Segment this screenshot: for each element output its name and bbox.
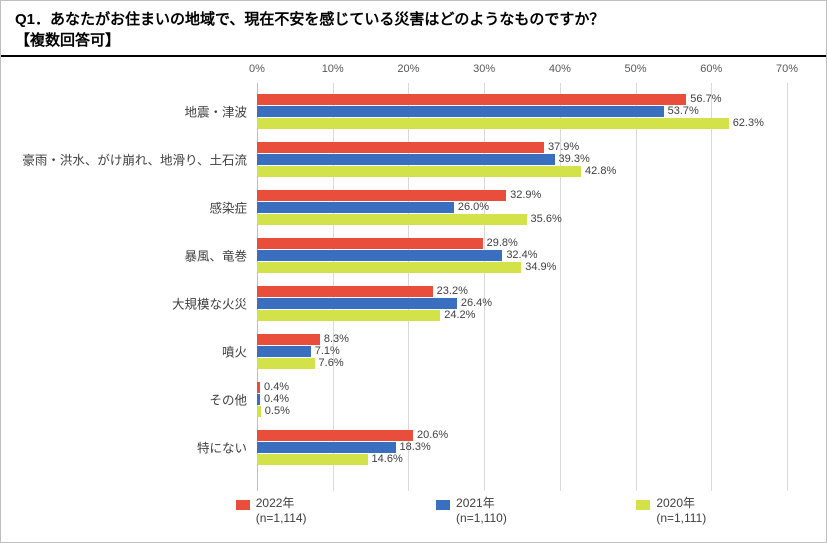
bar xyxy=(257,118,729,129)
bar-value-label: 0.4% xyxy=(264,393,289,405)
bar xyxy=(257,106,664,117)
bar-value-label: 39.3% xyxy=(559,153,590,165)
bar-value-label: 32.4% xyxy=(506,249,537,261)
bar-value-label: 18.3% xyxy=(400,441,431,453)
bar xyxy=(257,406,261,417)
x-axis: 0%10%20%30%40%50%60%70% xyxy=(257,63,787,83)
bar-value-label: 34.9% xyxy=(525,261,556,273)
bar xyxy=(257,382,260,393)
category-label: 地震・津波 xyxy=(11,102,247,121)
x-tick-label: 40% xyxy=(549,63,571,75)
bar-value-label: 56.7% xyxy=(690,93,721,105)
bar xyxy=(257,358,315,369)
category-row: 暴風、竜巻29.8%32.4%34.9% xyxy=(257,231,787,279)
bar xyxy=(257,238,483,249)
legend-swatch xyxy=(236,500,250,510)
x-tick-label: 10% xyxy=(322,63,344,75)
bar-value-label: 29.8% xyxy=(487,237,518,249)
bar-value-label: 35.6% xyxy=(531,213,562,225)
legend: 2022年(n=1,114) 2021年(n=1,110) 2020年(n=1,11… xyxy=(171,496,771,527)
plot-area: 地震・津波56.7%53.7%62.3%豪雨・洪水、がけ崩れ、地滑り、土石流37… xyxy=(257,83,787,491)
bar-value-label: 26.0% xyxy=(458,201,489,213)
bar xyxy=(257,430,413,441)
legend-label: 2021年(n=1,110) xyxy=(456,496,507,527)
category-row: 感染症32.9%26.0%35.6% xyxy=(257,183,787,231)
legend-item: 2021年(n=1,110) xyxy=(436,496,507,527)
legend-swatch xyxy=(636,500,650,510)
legend-item: 2020年(n=1,111) xyxy=(636,496,706,527)
bar-value-label: 23.2% xyxy=(437,285,468,297)
bar xyxy=(257,142,544,153)
bar xyxy=(257,262,521,273)
bar xyxy=(257,202,454,213)
bar-value-label: 62.3% xyxy=(733,117,764,129)
bar xyxy=(257,454,368,465)
x-tick-label: 30% xyxy=(473,63,495,75)
chart-area: 0% 10% 20% 30% 40% 50% 60% 70% 地震・津波 56.7%53.7% 6… xyxy=(1,63,827,533)
bar xyxy=(257,250,502,261)
bar xyxy=(257,286,433,297)
category-row: その他0.4%0.4%0.5% xyxy=(257,375,787,423)
bar xyxy=(257,298,457,309)
bar xyxy=(257,394,260,405)
category-label: 感染症 xyxy=(11,198,247,217)
bar xyxy=(257,190,506,201)
x-tick-label: 60% xyxy=(700,63,722,75)
bar-value-label: 7.1% xyxy=(315,345,340,357)
bar-value-label: 0.5% xyxy=(265,405,290,417)
title-box: Q1．あなたがお住まいの地域で、現在不安を感じている災害はどのようなものですか？… xyxy=(1,1,826,57)
category-label: 暴風、竜巻 xyxy=(11,246,247,265)
bar xyxy=(257,214,527,225)
bar xyxy=(257,346,311,357)
bar-value-label: 37.9% xyxy=(548,141,579,153)
bar xyxy=(257,310,440,321)
x-tick-label: 70% xyxy=(776,63,798,75)
bar xyxy=(257,442,396,453)
legend-item: 2022年(n=1,114) xyxy=(236,496,307,527)
bar-value-label: 20.6% xyxy=(417,429,448,441)
title-line-1: Q1．あなたがお住まいの地域で、現在不安を感じている災害はどのようなものですか？ xyxy=(15,9,812,30)
bar xyxy=(257,154,555,165)
bar-value-label: 26.4% xyxy=(461,297,492,309)
x-tick-label: 20% xyxy=(397,63,419,75)
bar-value-label: 24.2% xyxy=(444,309,475,321)
gridline xyxy=(787,83,788,491)
legend-label: 2022年(n=1,114) xyxy=(256,496,307,527)
legend-swatch xyxy=(436,500,450,510)
category-row: 特にない20.6%18.3%14.6% xyxy=(257,423,787,471)
x-tick-label: 0% xyxy=(249,63,265,75)
bar-value-label: 7.6% xyxy=(319,357,344,369)
category-row: 豪雨・洪水、がけ崩れ、地滑り、土石流37.9%39.3%42.8% xyxy=(257,135,787,183)
x-tick-label: 50% xyxy=(625,63,647,75)
legend-label: 2020年(n=1,111) xyxy=(656,496,706,527)
category-label: 噴火 xyxy=(11,342,247,361)
category-row: 噴火8.3%7.1%7.6% xyxy=(257,327,787,375)
category-label: 特にない xyxy=(11,438,247,457)
bar xyxy=(257,166,581,177)
category-label: 大規模な火災 xyxy=(11,294,247,313)
category-row: 大規模な火災23.2%26.4%24.2% xyxy=(257,279,787,327)
bar xyxy=(257,94,686,105)
bar-value-label: 42.8% xyxy=(585,165,616,177)
bar-value-label: 8.3% xyxy=(324,333,349,345)
chart-frame: Q1．あなたがお住まいの地域で、現在不安を感じている災害はどのようなものですか？… xyxy=(0,0,827,543)
bar-value-label: 32.9% xyxy=(510,189,541,201)
bar-value-label: 53.7% xyxy=(668,105,699,117)
category-label: その他 xyxy=(11,390,247,409)
title-line-2: 【複数回答可】 xyxy=(15,30,812,51)
bar-value-label: 14.6% xyxy=(372,453,403,465)
bar-value-label: 0.4% xyxy=(264,381,289,393)
category-label: 豪雨・洪水、がけ崩れ、地滑り、土石流 xyxy=(11,150,247,169)
bar xyxy=(257,334,320,345)
category-row: 地震・津波56.7%53.7%62.3% xyxy=(257,87,787,135)
